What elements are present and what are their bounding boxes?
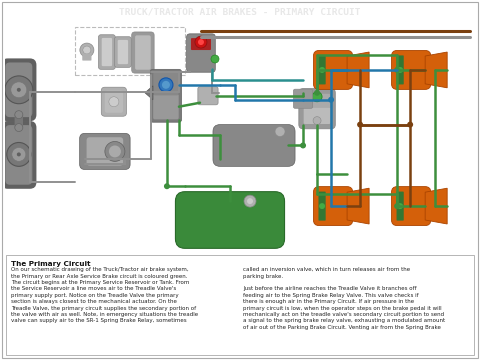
FancyBboxPatch shape	[293, 89, 312, 108]
Circle shape	[394, 203, 400, 209]
Circle shape	[17, 88, 21, 92]
FancyBboxPatch shape	[115, 37, 132, 67]
Text: called an inversion valve, which in turn releases air from the
parking brake.

J: called an inversion valve, which in turn…	[243, 267, 445, 330]
FancyBboxPatch shape	[392, 50, 431, 89]
Circle shape	[407, 122, 413, 127]
Circle shape	[211, 55, 219, 63]
FancyBboxPatch shape	[5, 63, 32, 117]
Circle shape	[17, 152, 21, 156]
Polygon shape	[425, 52, 447, 88]
Circle shape	[83, 46, 91, 54]
FancyBboxPatch shape	[82, 53, 92, 60]
FancyBboxPatch shape	[86, 137, 123, 166]
Polygon shape	[347, 52, 369, 88]
Circle shape	[109, 145, 121, 157]
FancyBboxPatch shape	[80, 133, 130, 170]
FancyBboxPatch shape	[132, 32, 154, 73]
Polygon shape	[425, 188, 447, 224]
Circle shape	[109, 97, 119, 107]
FancyBboxPatch shape	[396, 192, 404, 221]
FancyBboxPatch shape	[5, 125, 32, 185]
Circle shape	[162, 81, 170, 89]
FancyBboxPatch shape	[313, 50, 353, 89]
Circle shape	[164, 183, 170, 189]
Circle shape	[319, 203, 325, 209]
Circle shape	[198, 39, 204, 45]
Circle shape	[328, 97, 334, 103]
FancyBboxPatch shape	[1, 121, 36, 189]
FancyBboxPatch shape	[118, 40, 128, 64]
Circle shape	[5, 76, 33, 104]
Text: TRUCK/TRACTOR AIR BRAKES - PRIMARY CIRCUIT: TRUCK/TRACTOR AIR BRAKES - PRIMARY CIRCU…	[119, 7, 361, 16]
Circle shape	[357, 122, 363, 127]
FancyBboxPatch shape	[318, 55, 325, 85]
Circle shape	[312, 92, 322, 102]
Circle shape	[275, 127, 285, 136]
FancyBboxPatch shape	[299, 89, 336, 129]
FancyBboxPatch shape	[135, 35, 151, 70]
FancyBboxPatch shape	[176, 192, 285, 248]
Text: The Primary Circuit: The Primary Circuit	[11, 261, 90, 267]
Circle shape	[314, 90, 320, 96]
FancyBboxPatch shape	[98, 35, 115, 69]
FancyBboxPatch shape	[313, 186, 353, 226]
FancyBboxPatch shape	[392, 186, 431, 226]
FancyBboxPatch shape	[396, 55, 404, 85]
FancyBboxPatch shape	[153, 94, 179, 120]
Polygon shape	[145, 86, 153, 100]
FancyBboxPatch shape	[304, 107, 330, 124]
FancyBboxPatch shape	[318, 192, 325, 221]
Circle shape	[319, 67, 325, 73]
FancyBboxPatch shape	[198, 87, 218, 105]
Text: On our schematic drawing of the Truck/Tractor air brake system,
the Primary or R: On our schematic drawing of the Truck/Tr…	[11, 267, 198, 323]
Circle shape	[15, 123, 23, 131]
Circle shape	[11, 82, 27, 98]
FancyBboxPatch shape	[105, 91, 123, 113]
FancyBboxPatch shape	[213, 125, 295, 166]
FancyBboxPatch shape	[101, 87, 127, 116]
Circle shape	[247, 198, 253, 204]
FancyBboxPatch shape	[304, 94, 330, 108]
Circle shape	[394, 67, 400, 73]
FancyBboxPatch shape	[1, 58, 36, 121]
Circle shape	[195, 36, 207, 48]
Circle shape	[105, 141, 125, 161]
Circle shape	[397, 203, 403, 209]
FancyBboxPatch shape	[153, 72, 179, 95]
FancyBboxPatch shape	[102, 38, 112, 66]
Circle shape	[15, 111, 23, 119]
Circle shape	[80, 43, 94, 57]
Bar	[75, 27, 185, 75]
FancyBboxPatch shape	[191, 38, 211, 50]
Circle shape	[7, 143, 31, 166]
FancyBboxPatch shape	[150, 69, 181, 122]
FancyBboxPatch shape	[187, 34, 215, 72]
Circle shape	[300, 143, 306, 148]
FancyBboxPatch shape	[14, 113, 23, 129]
Circle shape	[12, 148, 26, 161]
Circle shape	[397, 67, 403, 73]
Polygon shape	[347, 188, 369, 224]
Circle shape	[159, 78, 173, 92]
Circle shape	[313, 117, 321, 125]
Circle shape	[244, 195, 256, 207]
